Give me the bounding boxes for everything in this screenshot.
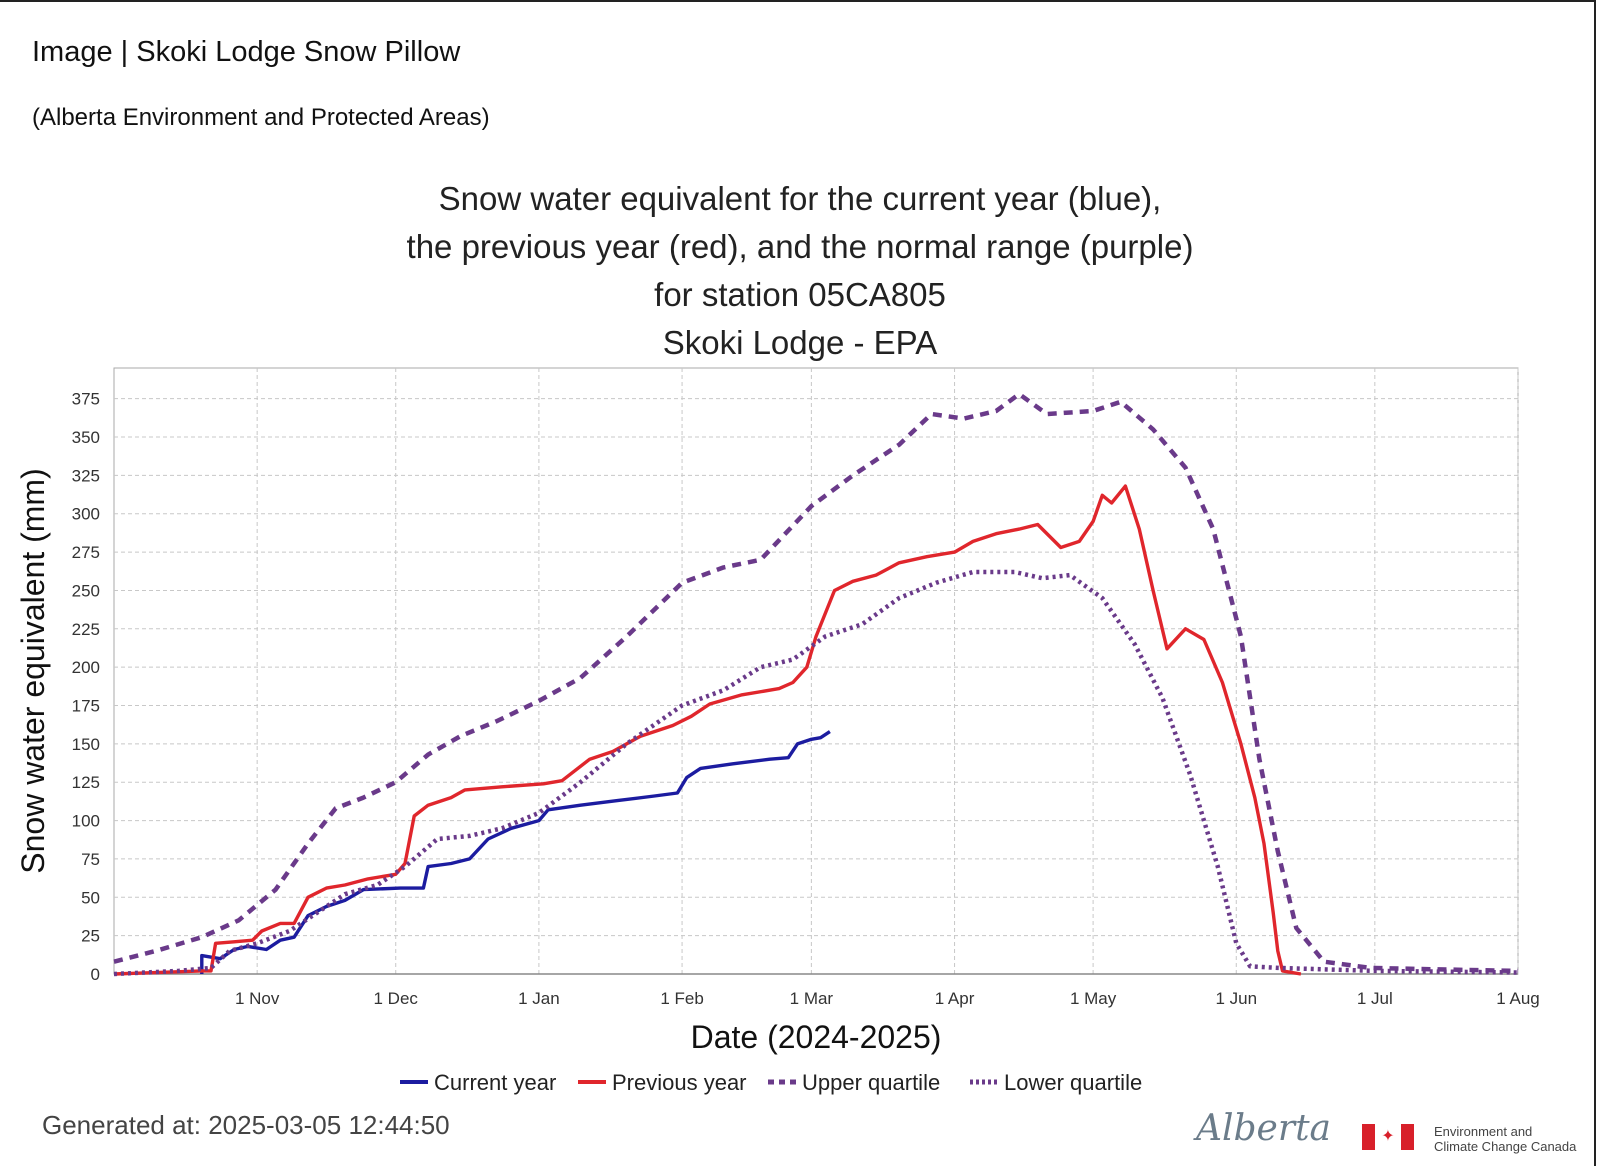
y-tick-label: 100 [72, 812, 100, 831]
data-series [113, 391, 1519, 977]
x-tick-label: 1 May [1070, 989, 1117, 1008]
swe-chart: Snow water equivalent for the current ye… [15, 180, 1540, 1095]
legend-label: Current year [434, 1070, 556, 1095]
canada-flag-icon: ✦ [1362, 1124, 1414, 1150]
chart-title-line: Skoki Lodge - EPA [663, 324, 938, 361]
eccc-line-1: Environment and [1434, 1124, 1533, 1139]
y-tick-label: 50 [81, 888, 100, 907]
legend: Current year Previous year Upper quartile L… [400, 1070, 1142, 1095]
y-tick-label: 275 [72, 543, 100, 562]
y-tick-label: 225 [72, 620, 100, 639]
alberta-logo: Alberta [1196, 1108, 1331, 1149]
x-tick-label: 1 Nov [235, 989, 280, 1008]
y-tick-label: 250 [72, 581, 100, 600]
chart-title-line: the previous year (red), and the normal … [407, 228, 1194, 265]
y-tick-label: 350 [72, 428, 100, 447]
chart-title-line: for station 05CA805 [654, 276, 946, 313]
y-tick-label: 0 [91, 965, 100, 984]
image-source: (Alberta Environment and Protected Areas… [32, 104, 490, 131]
y-axis-ticks: 0 25 50 75 100 125 150 175 200 225 250 275 300 325 350… [72, 390, 100, 984]
image-title: Image | Skoki Lodge Snow Pillow [32, 36, 461, 68]
series-line-lower-quartile [113, 569, 1519, 977]
y-axis-label: Snow water equivalent (mm) [15, 468, 51, 873]
x-tick-label: 1 Jan [518, 989, 560, 1008]
x-tick-label: 1 Dec [374, 989, 419, 1008]
generated-timestamp: Generated at: 2025-03-05 12:44:50 [42, 1110, 450, 1140]
plot-area [113, 367, 1519, 975]
legend-label: Lower quartile [1004, 1070, 1142, 1095]
eccc-logo: Environment and Climate Change Canada [1434, 1124, 1576, 1154]
x-axis-ticks: 1 Nov 1 Dec 1 Jan 1 Feb 1 Mar 1 Apr 1 May 1 Jun… [235, 989, 1540, 1008]
y-tick-label: 125 [72, 773, 100, 792]
y-tick-label: 25 [81, 927, 100, 946]
chart-title-line: Snow water equivalent for the current ye… [439, 180, 1162, 217]
legend-label: Previous year [612, 1070, 747, 1095]
x-tick-label: 1 Apr [935, 989, 975, 1008]
series-line-upper-quartile [113, 391, 1519, 974]
y-tick-label: 175 [72, 697, 100, 716]
y-tick-label: 150 [72, 735, 100, 754]
chart-title: Snow water equivalent for the current ye… [407, 180, 1194, 361]
series-line-current-year [200, 730, 831, 974]
eccc-line-2: Climate Change Canada [1434, 1139, 1577, 1154]
y-tick-label: 200 [72, 658, 100, 677]
x-tick-label: 1 Mar [790, 989, 834, 1008]
y-tick-label: 375 [72, 390, 100, 409]
y-tick-label: 75 [81, 850, 100, 869]
x-tick-label: 1 Jun [1215, 989, 1257, 1008]
x-axis-label: Date (2024-2025) [691, 1019, 942, 1055]
y-tick-label: 300 [72, 505, 100, 524]
y-tick-label: 325 [72, 466, 100, 485]
legend-label: Upper quartile [802, 1070, 940, 1095]
series-line-previous-year [113, 484, 1302, 976]
x-tick-label: 1 Aug [1496, 989, 1540, 1008]
x-tick-label: 1 Feb [660, 989, 703, 1008]
x-tick-label: 1 Jul [1357, 989, 1393, 1008]
